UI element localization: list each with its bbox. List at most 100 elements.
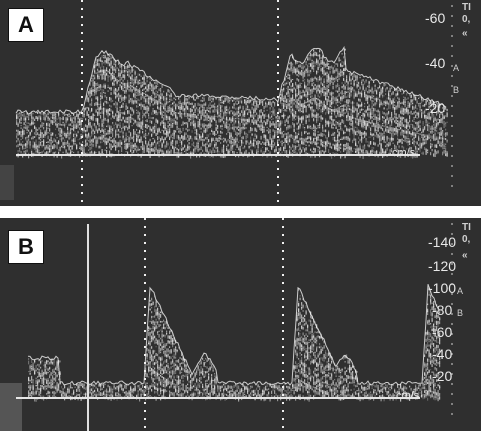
speckle <box>167 89 169 93</box>
speckle <box>145 140 147 142</box>
speckle <box>280 99 282 104</box>
speckle <box>241 152 243 156</box>
speckle <box>307 97 309 101</box>
speckle <box>136 146 138 148</box>
speckle <box>55 128 57 130</box>
speckle <box>121 70 123 74</box>
speckle <box>22 145 24 150</box>
speckle <box>145 129 147 132</box>
speckle <box>340 128 342 131</box>
speckle <box>140 122 142 126</box>
speckle <box>241 127 243 131</box>
speckle <box>236 118 238 120</box>
speckle <box>49 123 51 127</box>
speckle <box>116 105 118 109</box>
speckle <box>148 142 150 145</box>
speckle <box>343 84 345 86</box>
speckle <box>82 113 84 117</box>
speckle <box>185 105 187 110</box>
speckle <box>163 117 165 122</box>
speckle <box>89 118 91 122</box>
speckle <box>61 128 63 130</box>
speckle <box>181 107 183 110</box>
speckle <box>158 150 160 154</box>
speckle <box>133 150 135 152</box>
speckle <box>85 133 87 137</box>
speckle <box>107 139 109 143</box>
speckle <box>43 127 45 130</box>
speckle <box>340 91 342 94</box>
speckle <box>281 103 283 107</box>
speckle <box>343 104 345 107</box>
speckle <box>136 81 138 84</box>
speckle <box>244 118 246 121</box>
speckle <box>206 116 208 120</box>
speckle <box>232 123 234 126</box>
speckle <box>143 135 145 138</box>
speckle <box>187 129 189 132</box>
speckle <box>310 137 312 141</box>
speckle <box>152 108 154 110</box>
speckle <box>73 142 75 144</box>
speckle <box>193 145 195 147</box>
speckle <box>241 118 243 121</box>
speckle <box>296 152 298 155</box>
speckle <box>80 124 82 128</box>
speckle <box>262 112 264 116</box>
speckle <box>146 76 148 80</box>
speckle <box>208 120 210 122</box>
speckle <box>68 137 70 140</box>
speckle <box>281 115 283 117</box>
speckle <box>202 142 204 147</box>
speckle <box>343 69 345 71</box>
speckle <box>284 83 286 85</box>
speckle <box>157 106 159 109</box>
speckle <box>62 121 64 124</box>
speckle <box>250 112 252 116</box>
speckle <box>70 128 72 133</box>
speckle <box>137 134 139 138</box>
speckle <box>20 130 22 133</box>
speckle <box>290 64 292 66</box>
speckle <box>293 124 295 129</box>
speckle <box>197 114 199 116</box>
speckle <box>292 89 294 93</box>
speckle <box>100 117 102 119</box>
speckle <box>305 105 307 109</box>
speckle <box>116 79 118 83</box>
speckle <box>302 147 304 149</box>
speckle <box>193 125 195 129</box>
speckle <box>305 114 307 118</box>
speckle <box>332 122 334 124</box>
speckle <box>107 109 109 111</box>
speckle <box>305 62 307 65</box>
speckle <box>32 144 34 148</box>
speckle <box>229 132 231 136</box>
speckle <box>106 147 108 149</box>
speckle <box>307 71 309 73</box>
speckle <box>194 136 196 140</box>
speckle <box>35 151 37 154</box>
speckle <box>35 133 37 136</box>
speckle <box>337 129 339 133</box>
speckle <box>230 136 232 140</box>
speckle <box>259 140 261 143</box>
speckle <box>133 109 135 114</box>
speckle <box>206 118 208 121</box>
speckle <box>118 141 120 144</box>
speckle <box>157 91 159 94</box>
speckle <box>121 104 123 108</box>
speckle <box>304 90 306 94</box>
speckle <box>110 137 112 139</box>
speckle <box>265 137 267 142</box>
speckle <box>221 127 223 130</box>
speckle <box>113 73 115 76</box>
speckle <box>32 122 34 125</box>
speckle <box>187 146 189 149</box>
speckle <box>263 129 265 131</box>
speckle <box>202 136 204 139</box>
speckle <box>146 106 148 110</box>
speckle <box>100 100 102 104</box>
speckle <box>334 137 336 142</box>
speckle <box>125 120 127 124</box>
